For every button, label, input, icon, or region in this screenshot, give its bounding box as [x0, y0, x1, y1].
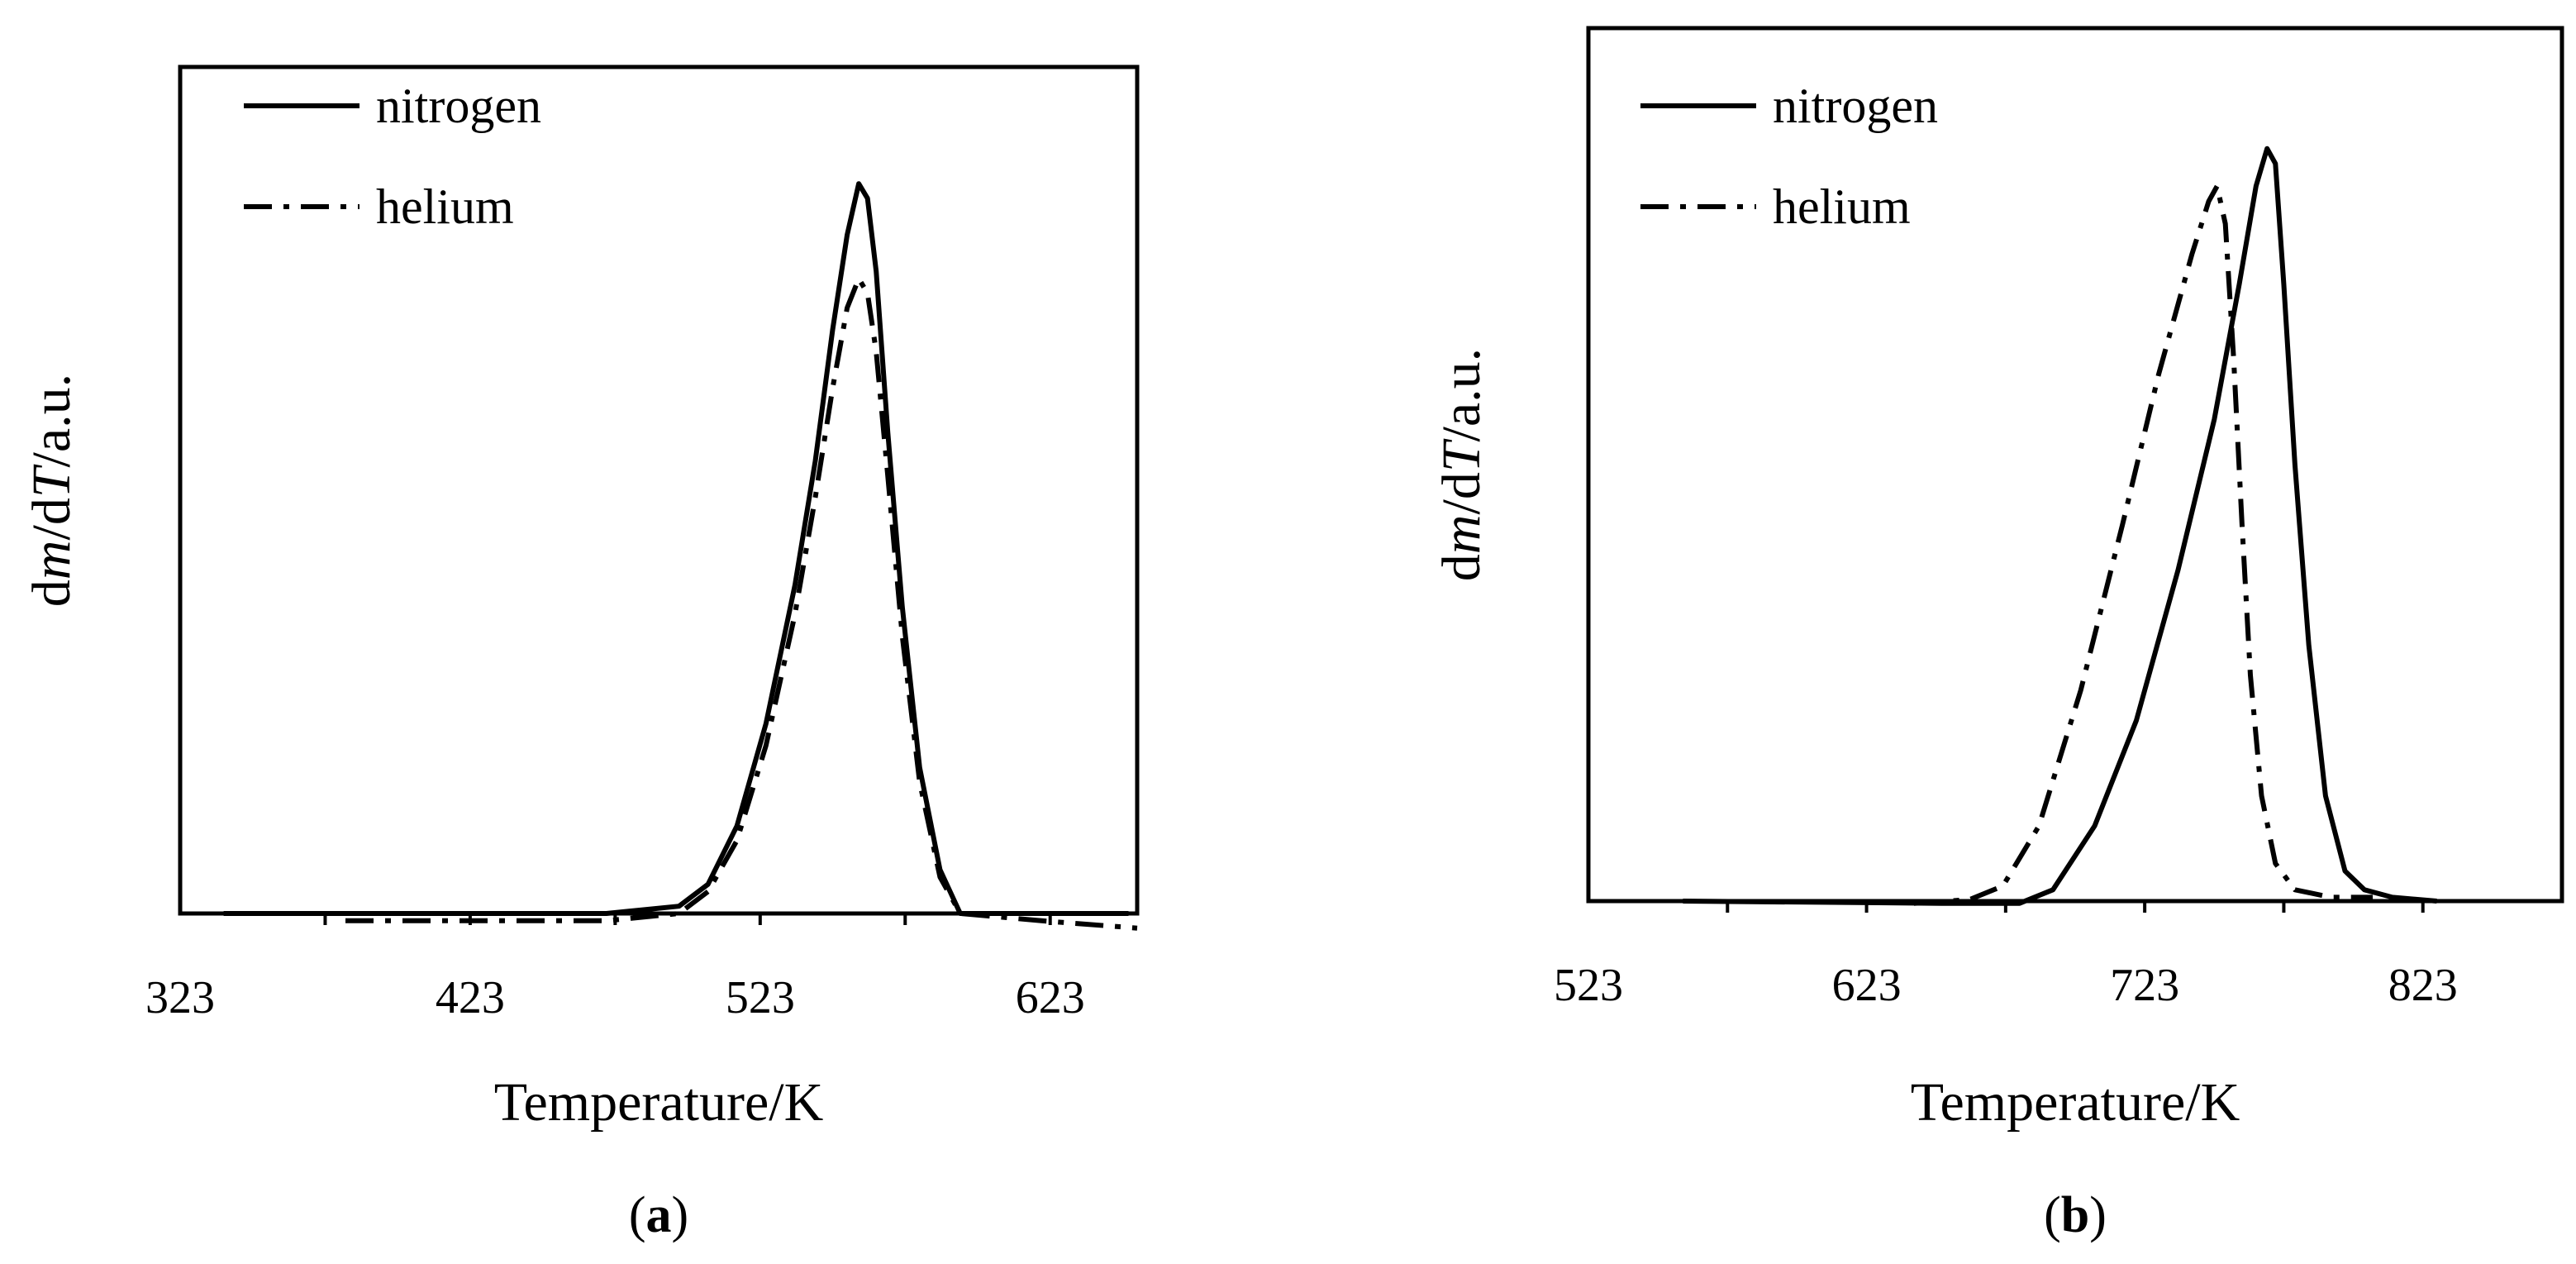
x-tick-label: 623: [1832, 960, 1902, 1011]
series-line-nitrogen: [1683, 145, 2437, 906]
plot-frame: [178, 64, 1140, 916]
plot-frame: [1586, 26, 2564, 904]
y-axis-title: dm/dT/a.u.: [1431, 348, 1492, 581]
chart-panel-a: 323 423 523 623 Temperature/K dm/dT/a.u. (a) ni…: [21, 64, 1140, 1243]
x-tick-label: 823: [2388, 960, 2458, 1011]
x-tick-label: 423: [436, 972, 505, 1023]
x-tick-label: 723: [2110, 960, 2179, 1011]
legend-label-nitrogen: nitrogen: [376, 79, 541, 133]
panel-label: (a): [629, 1187, 688, 1243]
legend-label-helium: helium: [1773, 179, 1911, 234]
series-line-nitrogen: [223, 181, 1129, 916]
series-line-helium: [345, 276, 1138, 931]
legend-label-helium: helium: [376, 179, 514, 234]
x-axis-title: Temperature/K: [1911, 1072, 2240, 1133]
x-tick-label: 523: [726, 972, 795, 1023]
chart-panel-b: 523 623 723 823 Temperature/K dm/dT/a.u. (b) ni…: [1431, 26, 2564, 1243]
panel-label: (b): [2044, 1187, 2107, 1243]
legend-label-nitrogen: nitrogen: [1773, 79, 1938, 133]
x-tick-label: 623: [1016, 972, 1085, 1023]
y-axis-title: dm/dT/a.u.: [21, 374, 82, 607]
series-line-helium: [1913, 184, 2374, 906]
x-axis-title: Temperature/K: [494, 1072, 824, 1133]
x-tick-label: 323: [145, 972, 215, 1023]
x-tick-label: 523: [1554, 960, 1623, 1011]
